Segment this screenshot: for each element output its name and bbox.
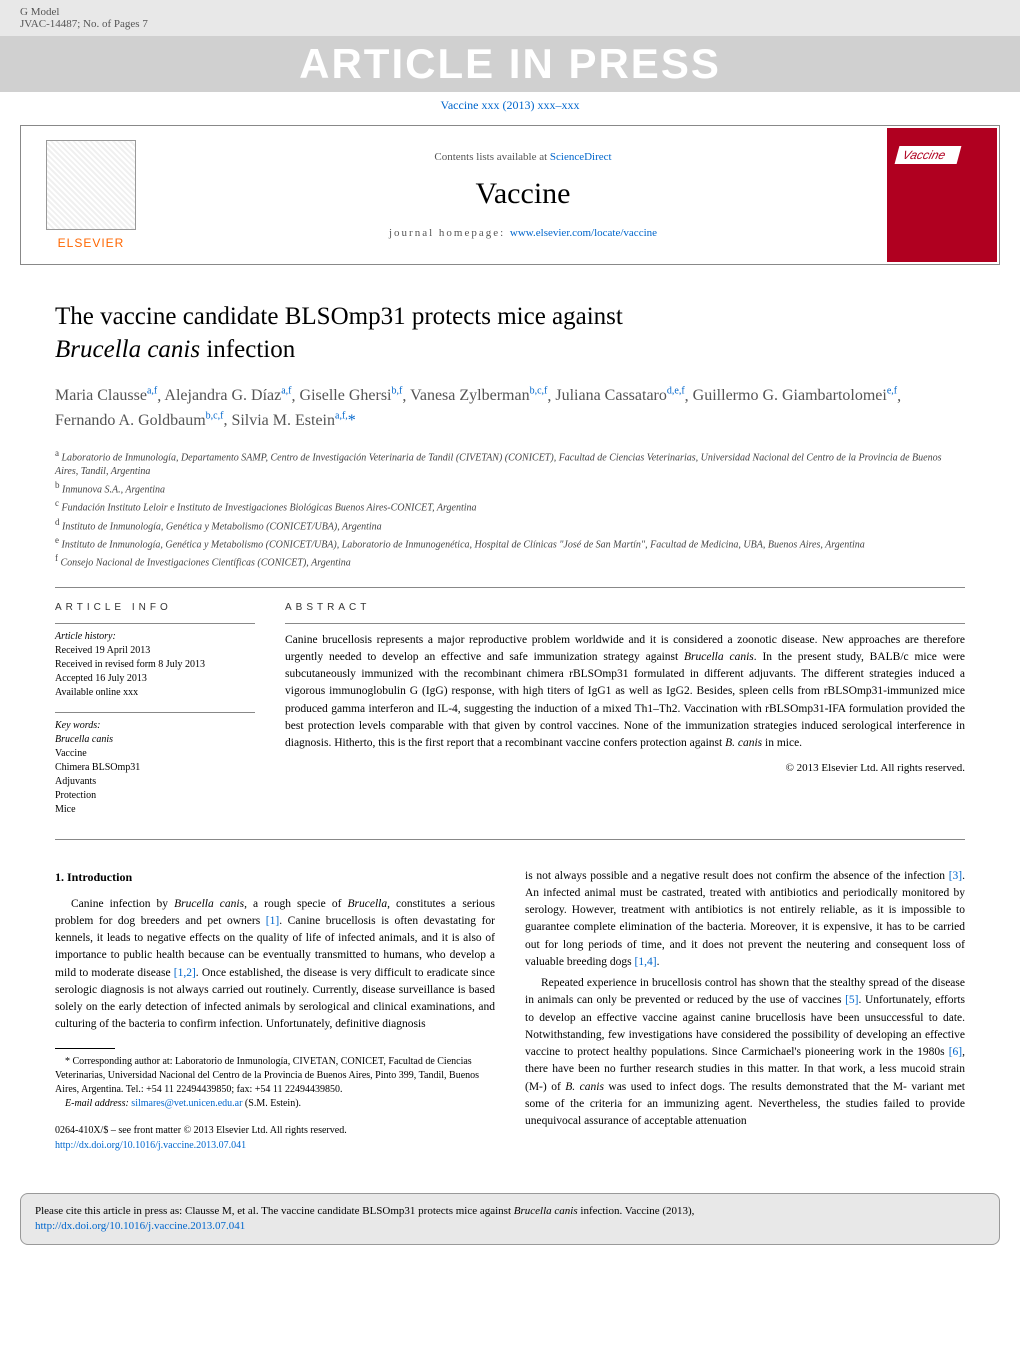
affiliation: d Instituto de Inmunología, Genética y M…	[55, 516, 965, 534]
journal-banner: ELSEVIER Contents lists available at Sci…	[20, 125, 1000, 265]
article-title: The vaccine candidate BLSOmp31 protects …	[55, 301, 965, 366]
journal-reference: Vaccine xxx (2013) xxx–xxx	[0, 92, 1020, 119]
journal-center: Contents lists available at ScienceDirec…	[161, 126, 885, 264]
history-item: Received 19 April 2013	[55, 644, 255, 658]
article-info: ARTICLE INFO Article history: Received 1…	[55, 602, 255, 829]
author: Guillermo G. Giambartolomeie,f	[693, 387, 897, 404]
author: Juliana Cassatarod,e,f	[555, 387, 684, 404]
author: Maria Claussea,f	[55, 387, 157, 404]
elsevier-logo-block: ELSEVIER	[21, 126, 161, 264]
front-matter: 0264-410X/$ – see front matter © 2013 El…	[55, 1123, 495, 1153]
copyright-line: © 2013 Elsevier Ltd. All rights reserved…	[285, 762, 965, 774]
keyword: Protection	[55, 789, 255, 803]
homepage-link[interactable]: www.elsevier.com/locate/vaccine	[510, 227, 657, 239]
header-bar: G Model JVAC-14487; No. of Pages 7	[0, 0, 1020, 36]
divider	[55, 587, 965, 588]
affiliations: a Laboratorio de Inmunología, Departamen…	[55, 447, 965, 571]
contents-line: Contents lists available at ScienceDirec…	[434, 151, 611, 163]
section-heading: 1. Introduction	[55, 868, 495, 886]
article-in-press-banner: ARTICLE IN PRESS	[0, 36, 1020, 92]
email-link[interactable]: silmares@vet.unicen.edu.ar	[131, 1098, 242, 1109]
article-history: Article history: Received 19 April 2013R…	[55, 623, 255, 700]
article-info-header: ARTICLE INFO	[55, 602, 255, 613]
keywords: Key words: Brucella canisVaccineChimera …	[55, 712, 255, 817]
abstract-column: ABSTRACT Canine brucellosis represents a…	[285, 602, 965, 829]
history-item: Accepted 16 July 2013	[55, 672, 255, 686]
column-right: is not always possible and a negative re…	[525, 868, 965, 1153]
jvac-ref: JVAC-14487; No. of Pages 7	[20, 18, 148, 30]
footnote-separator	[55, 1048, 115, 1049]
affiliation: b Inmunova S.A., Argentina	[55, 479, 965, 497]
authors-list: Maria Claussea,f, Alejandra G. Díaza,f, …	[55, 384, 965, 433]
info-abstract-row: ARTICLE INFO Article history: Received 1…	[55, 602, 965, 829]
body-paragraph: Repeated experience in brucellosis contr…	[525, 975, 965, 1130]
elsevier-tree-icon	[46, 140, 136, 230]
keyword: Chimera BLSOmp31	[55, 761, 255, 775]
journal-cover-thumbnail: Vaccine	[887, 128, 997, 262]
author: Giselle Ghersib,f	[300, 387, 403, 404]
affiliation: a Laboratorio de Inmunología, Departamen…	[55, 447, 965, 479]
author: Alejandra G. Díaza,f	[164, 387, 291, 404]
g-model: G Model	[20, 6, 148, 18]
abstract-header: ABSTRACT	[285, 602, 965, 613]
homepage-line: journal homepage: www.elsevier.com/locat…	[389, 227, 657, 239]
sciencedirect-link[interactable]: ScienceDirect	[550, 151, 612, 163]
article-body: The vaccine candidate BLSOmp31 protects …	[0, 271, 1020, 1173]
citation-doi-link[interactable]: http://dx.doi.org/10.1016/j.vaccine.2013…	[35, 1220, 245, 1232]
abstract-text: Canine brucellosis represents a major re…	[285, 623, 965, 753]
author: Vanesa Zylbermanb,c,f	[410, 387, 547, 404]
cover-label: Vaccine	[895, 146, 962, 164]
divider	[55, 839, 965, 840]
email-footnote: E-mail address: silmares@vet.unicen.edu.…	[55, 1097, 495, 1111]
keyword: Adjuvants	[55, 775, 255, 789]
author: Fernando A. Goldbaumb,c,f	[55, 412, 223, 429]
journal-name: Vaccine	[476, 177, 571, 211]
keyword: Vaccine	[55, 747, 255, 761]
keyword: Brucella canis	[55, 733, 255, 747]
affiliation: c Fundación Instituto Leloir e Instituto…	[55, 497, 965, 515]
doi-link[interactable]: http://dx.doi.org/10.1016/j.vaccine.2013…	[55, 1140, 246, 1151]
keyword: Mice	[55, 803, 255, 817]
body-paragraph: is not always possible and a negative re…	[525, 868, 965, 972]
history-item: Available online xxx	[55, 686, 255, 700]
affiliation: f Consejo Nacional de Investigaciones Ci…	[55, 552, 965, 570]
main-text-columns: 1. Introduction Canine infection by Bruc…	[55, 868, 965, 1153]
citation-box: Please cite this article in press as: Cl…	[20, 1193, 1000, 1246]
history-item: Received in revised form 8 July 2013	[55, 658, 255, 672]
column-left: 1. Introduction Canine infection by Bruc…	[55, 868, 495, 1153]
corresponding-author-footnote: * Corresponding author at: Laboratorio d…	[55, 1055, 495, 1097]
intro-paragraph: Canine infection by Brucella canis, a ro…	[55, 896, 495, 1034]
affiliation: e Instituto de Inmunología, Genética y M…	[55, 534, 965, 552]
author: Silvia M. Esteina,f,*	[231, 412, 355, 429]
elsevier-text: ELSEVIER	[58, 236, 125, 250]
